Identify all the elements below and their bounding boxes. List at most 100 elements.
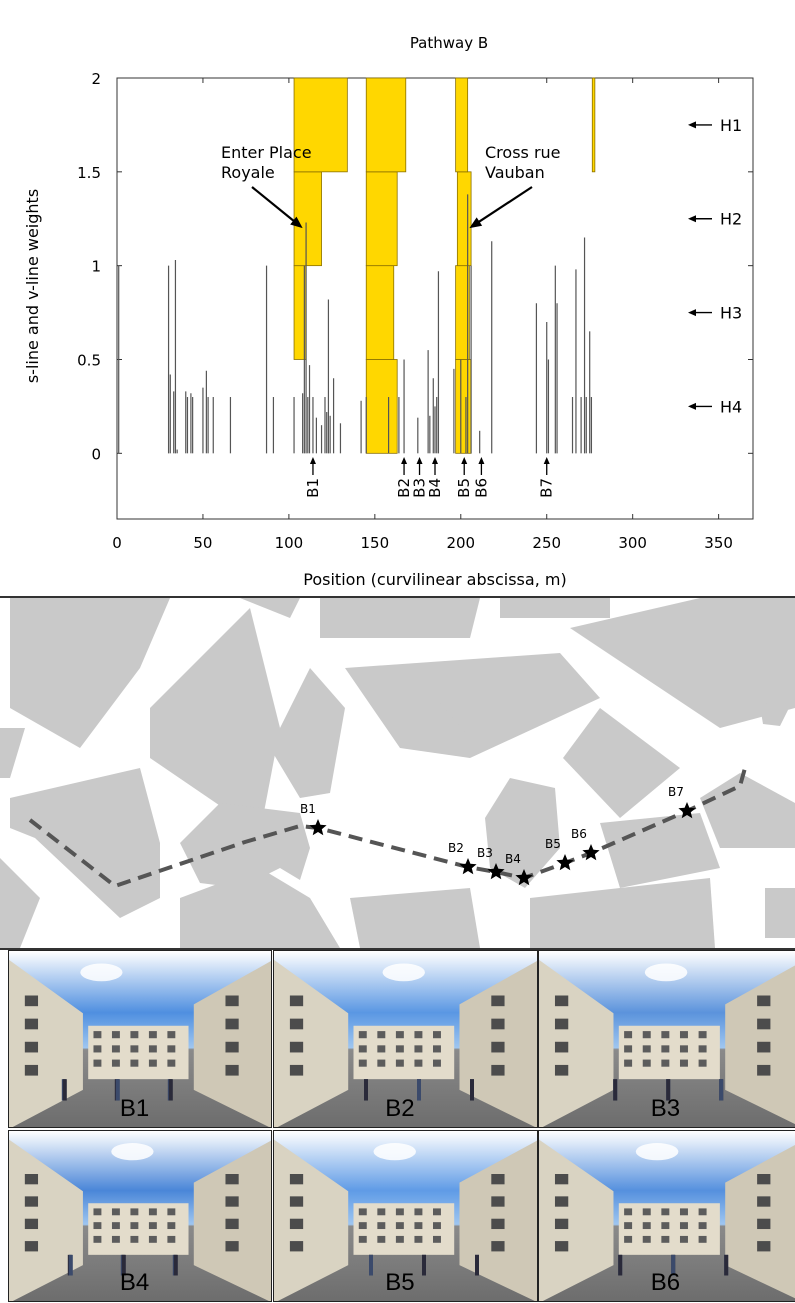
y-tick-label: 1.5 <box>77 164 101 182</box>
axis-ticks: 0 50 100 150 200 250 300 350 0 0.5 1 1.5 2 <box>77 70 753 552</box>
window <box>414 1045 423 1053</box>
window <box>679 1059 688 1067</box>
level-label: H3 <box>720 304 742 323</box>
cloud <box>80 963 123 982</box>
pedestrian <box>168 1079 173 1101</box>
window <box>433 1059 441 1067</box>
building <box>9 1139 83 1301</box>
window <box>642 1059 651 1067</box>
window <box>661 1031 670 1039</box>
window <box>414 1208 423 1216</box>
window <box>491 1174 505 1185</box>
window <box>167 1031 176 1039</box>
window <box>554 1064 569 1076</box>
route-stop-label: B5 <box>545 837 561 851</box>
point-marker-label: B6 <box>472 478 490 498</box>
annotations: Enter Place Royale Cross rue Vauban <box>221 143 561 229</box>
window <box>395 1208 404 1216</box>
window <box>93 1208 102 1216</box>
street-photo: B2 <box>273 950 538 1128</box>
window <box>491 1018 505 1030</box>
s-line-bar <box>293 171 322 267</box>
window <box>757 1241 771 1252</box>
pedestrian <box>173 1254 178 1276</box>
window <box>111 1222 120 1230</box>
level-label: H4 <box>720 397 742 416</box>
window <box>642 1235 651 1243</box>
city-block <box>485 778 560 888</box>
point-marker-label: B5 <box>455 478 473 498</box>
point-marker-arrowhead <box>543 457 550 464</box>
city-block <box>530 878 715 948</box>
city-block <box>700 773 795 848</box>
window <box>414 1059 423 1067</box>
window <box>289 1196 304 1207</box>
window <box>24 1218 39 1230</box>
window <box>624 1222 633 1230</box>
y-tick-label: 2 <box>91 70 101 88</box>
point-marker-arrowhead <box>416 457 423 464</box>
pedestrian <box>121 1254 126 1276</box>
point-marker-label: B4 <box>426 478 444 498</box>
annotation-arrow <box>251 186 299 226</box>
y-tick-label: 0 <box>91 445 101 463</box>
window <box>395 1222 404 1230</box>
city-block <box>765 888 795 938</box>
window <box>377 1222 386 1230</box>
window <box>414 1031 423 1039</box>
city-block <box>570 598 795 728</box>
window <box>148 1059 157 1067</box>
window <box>148 1031 157 1039</box>
window <box>289 1041 304 1053</box>
window <box>377 1235 386 1243</box>
s-line-bar <box>365 265 395 360</box>
window <box>130 1059 139 1067</box>
window <box>433 1235 441 1243</box>
window <box>642 1208 651 1216</box>
building <box>539 1139 614 1301</box>
window <box>395 1031 404 1039</box>
cloud <box>111 1143 154 1161</box>
route-stop-label: B1 <box>300 802 316 816</box>
window <box>289 1018 304 1030</box>
cloud <box>644 963 688 982</box>
pedestrian <box>666 1079 671 1101</box>
weights-chart: Pathway B 0 50 100 150 200 250 300 350 0 0.5 1 1.5 2… <box>23 34 754 589</box>
window <box>167 1235 176 1243</box>
x-tick-label: 300 <box>618 534 647 552</box>
point-marker-arrowhead <box>432 457 438 464</box>
y-tick-label: 0.5 <box>77 351 101 369</box>
window <box>642 1045 651 1053</box>
city-block <box>600 813 720 888</box>
x-tick-label: 150 <box>361 534 390 552</box>
window <box>433 1031 441 1039</box>
s-line-bar <box>591 77 596 173</box>
y-axis-label: s-line and v-line weights <box>23 189 42 383</box>
pedestrian <box>475 1254 479 1276</box>
window <box>377 1059 386 1067</box>
window <box>111 1045 120 1053</box>
route-stop-label: B6 <box>571 827 587 841</box>
window <box>433 1045 441 1053</box>
level-label: H2 <box>720 210 742 229</box>
window <box>225 1018 239 1030</box>
window <box>757 1041 771 1053</box>
window <box>24 1018 39 1030</box>
city-block <box>180 803 310 888</box>
chart-title: Pathway B <box>410 34 488 52</box>
pedestrian <box>613 1079 618 1101</box>
window <box>624 1031 633 1039</box>
window <box>167 1222 176 1230</box>
window <box>698 1208 707 1216</box>
photo-label: B5 <box>385 1269 415 1296</box>
window <box>93 1059 102 1067</box>
building <box>274 1139 349 1301</box>
window <box>93 1045 102 1053</box>
plot-frame <box>116 77 754 520</box>
window <box>679 1222 688 1230</box>
window <box>24 995 39 1007</box>
window <box>642 1031 651 1039</box>
window <box>491 1041 505 1053</box>
window <box>433 1208 441 1216</box>
window <box>167 1208 176 1216</box>
